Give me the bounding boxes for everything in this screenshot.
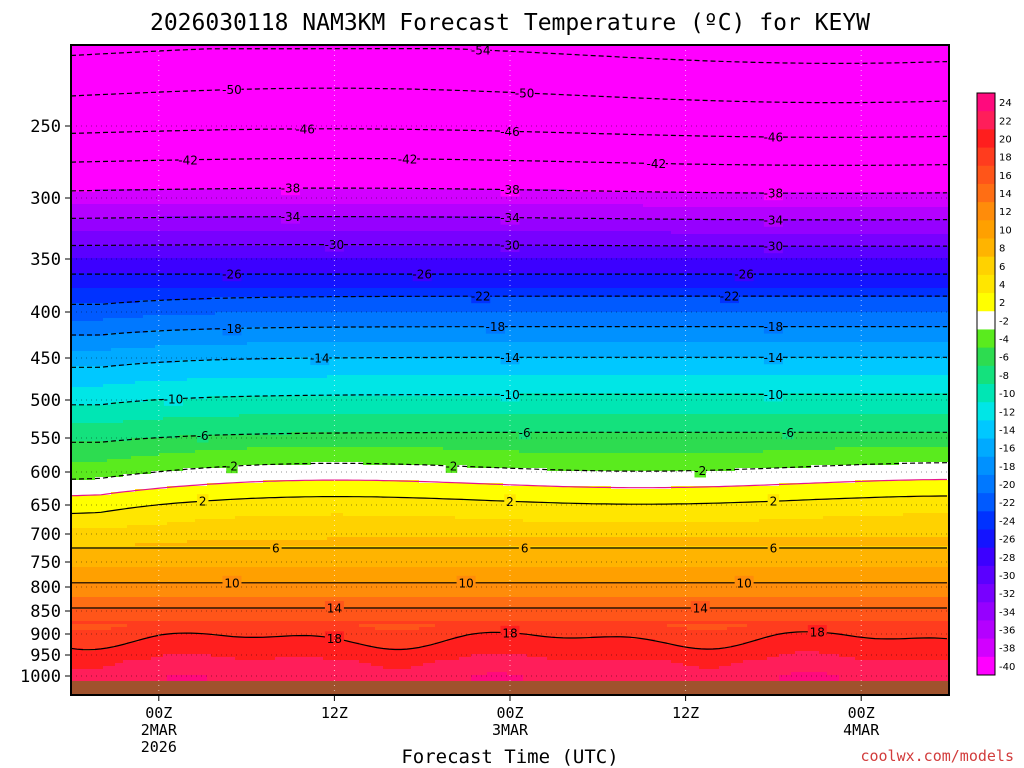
temperature-cross-section-chart: 2026030118 NAM3KM Forecast Temperature (…	[0, 0, 1024, 768]
chart-title: 2026030118 NAM3KM Forecast Temperature (…	[150, 10, 870, 36]
